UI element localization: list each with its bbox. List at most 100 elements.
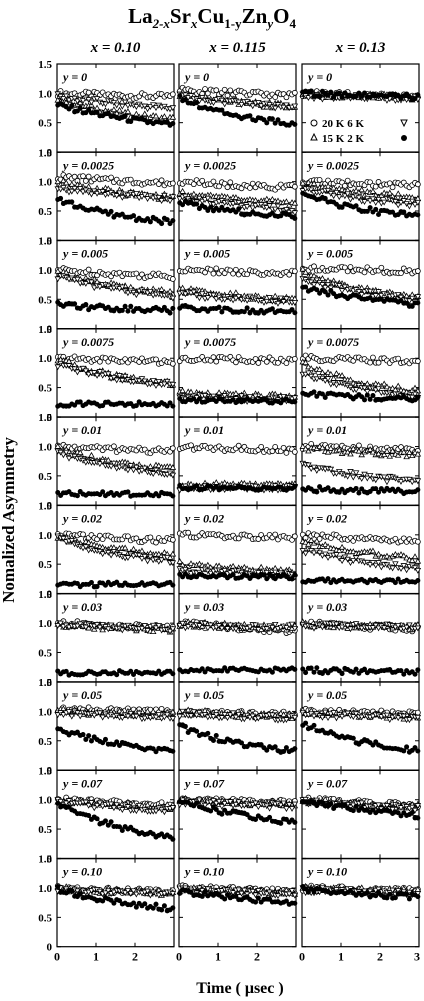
point-2k [328,89,334,95]
point-2k [80,732,86,738]
point-2k [88,738,94,744]
panel: y = 0.0075 [176,328,299,418]
point-20k [233,359,239,366]
point-2k [373,206,379,212]
panel: y = 0.01 [176,416,299,506]
point-2k [292,310,298,316]
point-2k [415,212,421,218]
point-2k [415,667,421,673]
point-20k [169,360,176,367]
title-zn-sub: y [267,16,274,32]
point-6k [93,190,101,197]
point-20k [169,91,176,98]
point-20k [227,87,234,94]
panel: 00.51.01.5y = 0.0075 [38,324,177,424]
point-2k [370,392,376,398]
panel: y = 0.01 [299,416,422,506]
point-2k [311,389,317,395]
point-20k [272,531,279,538]
y-tick-label: 1.0 [38,795,52,807]
point-15k [291,199,299,206]
point-2k [269,116,275,122]
legend-marker-2k [401,135,407,141]
point-15k [299,179,307,186]
point-2k [339,94,345,100]
row-label: y = 0 [183,70,209,84]
point-20k [233,266,239,273]
panel: 00.51.01.5y = 0.0025 [38,147,177,247]
point-2k [74,493,80,499]
title-la: La [128,4,153,28]
point-2k [213,732,219,738]
point-15k [179,187,186,194]
point-15k [169,113,177,120]
point-6k [307,187,315,194]
point-15k [269,196,276,202]
point-20k [185,529,192,536]
y-tick-label: 0.5 [38,383,52,395]
point-20k [190,181,197,188]
point-15k [263,103,271,110]
title-zn: Zn [241,4,268,28]
point-6k [263,205,271,212]
point-20k [414,181,421,188]
point-15k [386,189,394,196]
point-6k [249,103,257,110]
point-2k [170,305,176,311]
point-2k [128,303,134,309]
point-6k [198,95,206,101]
panel: y = 0.03 [176,593,299,683]
point-6k [79,189,87,196]
point-6k [141,192,149,199]
point-2k [264,120,270,126]
point-2k [180,202,186,208]
y-tick-label: 1.0 [38,706,52,718]
point-6k [144,106,151,113]
point-20k [213,265,220,272]
point-2k [336,90,342,96]
point-6k [113,102,120,109]
point-6k [71,185,78,192]
point-2k [170,403,176,409]
point-6k [141,103,149,110]
point-2k [216,304,222,310]
point-6k [121,99,129,106]
point-6k [74,98,81,105]
point-20k [202,86,208,92]
point-20k [375,179,382,185]
point-2k [194,201,200,207]
point-20k [291,89,298,96]
point-6k [79,98,87,104]
y-tick-label: 1.0 [38,265,52,277]
figure-title: La2-xSrxCu1-yZnyO4 [0,4,424,32]
y-axis-label: Nomalized Asymmetry [0,437,18,603]
point-6k [88,191,95,198]
point-6k [102,101,109,108]
y-tick-label: 1.0 [38,177,52,189]
row-label: y = 0.01 [61,423,102,437]
point-2k [108,819,114,825]
point-20k [80,173,86,180]
point-6k [99,189,106,195]
point-6k [71,95,78,102]
panel: y = 0.005 [176,240,299,330]
point-2k [314,665,320,671]
row-label: y = 0.05 [61,688,102,702]
point-2k [83,301,89,307]
row-label: y = 0.05 [306,688,347,702]
point-15k [263,195,271,202]
point-15k [394,190,402,197]
point-6k [76,186,84,192]
point-2k [362,397,368,403]
legend-label: 20 K [322,118,345,130]
point-20k [85,173,92,180]
point-6k [119,103,126,110]
legend-label: 6 K [347,118,364,130]
point-2k [311,722,317,728]
point-15k [310,180,318,186]
point-20k [398,270,404,277]
panel: 00.51.01.5y = 0.005 [38,236,177,336]
point-2k [364,392,370,398]
